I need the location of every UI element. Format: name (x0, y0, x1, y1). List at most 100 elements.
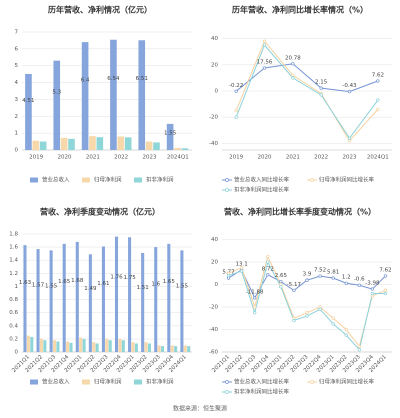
line-point (266, 273, 270, 277)
bar (108, 340, 112, 352)
line-series (235, 40, 379, 142)
bar (68, 138, 75, 150)
data-label: 7.62 (372, 73, 384, 79)
y-tick-label: 6 (15, 46, 19, 52)
bar (118, 338, 122, 352)
line-point (226, 273, 231, 278)
bar (170, 345, 174, 352)
bar (187, 346, 191, 352)
bar (121, 340, 125, 352)
legend-swatch (225, 178, 229, 182)
data-label: 1.65 (163, 279, 176, 285)
data-label: 7.62 (379, 268, 391, 274)
line-point (376, 79, 380, 83)
data-label: 1.2 (342, 275, 351, 281)
line-point (331, 322, 335, 326)
x-tick-label: 2021 (86, 155, 100, 161)
x-tick-label: 2023 (143, 155, 157, 161)
bar (25, 73, 32, 150)
line-point (347, 136, 352, 140)
y-tick-label: 20 (211, 62, 218, 68)
bar (110, 39, 117, 150)
bar (36, 249, 40, 352)
line-point (370, 287, 375, 291)
line-point (344, 327, 348, 332)
bar (56, 341, 60, 352)
line-point (279, 279, 283, 284)
legend-label: 归母净利润 (94, 176, 122, 184)
line-point (262, 43, 267, 47)
data-label: 1.68 (71, 278, 84, 284)
y-tick-label: 1.2 (9, 271, 18, 277)
legend-swatch (82, 379, 90, 385)
data-label: 17.56 (257, 59, 273, 65)
line-point (239, 269, 244, 273)
data-label: 6.54 (107, 76, 120, 82)
bar (66, 341, 70, 352)
line-point (318, 307, 322, 311)
data-label: 5.81 (327, 270, 339, 276)
x-tick-label: 2019 (229, 155, 243, 161)
line-series (235, 63, 379, 93)
line-point (291, 73, 295, 77)
bar (183, 345, 187, 352)
line-point (370, 291, 375, 296)
bar (174, 346, 178, 352)
line-point (383, 291, 388, 296)
footer: 数据来源：恒生聚源 (173, 405, 227, 413)
line-point (262, 39, 267, 43)
y-tick-label: 0.8 (9, 297, 18, 303)
bar (181, 148, 189, 150)
bar (82, 338, 86, 352)
y-tick-label: 5 (15, 63, 19, 69)
bar (147, 343, 151, 352)
data-label: 20.78 (285, 55, 301, 61)
bar (92, 342, 96, 352)
legend-label: 归母净利润同比增长率 (319, 378, 375, 386)
data-label: -5.17 (287, 282, 302, 288)
bar (166, 123, 174, 150)
x-tick-label: 2024Q1 (367, 155, 389, 161)
data-label: 2.65 (275, 273, 288, 279)
bar (154, 247, 158, 352)
data-label: 1.55 (176, 283, 189, 289)
line-point (234, 115, 238, 119)
data-label: 1.55 (45, 283, 58, 289)
line-point (331, 316, 335, 320)
y-tick-label: -40 (209, 327, 218, 333)
bar (23, 245, 27, 352)
data-label: 2.15 (315, 80, 328, 86)
bar (62, 243, 66, 352)
line-point (319, 93, 323, 97)
bar (138, 40, 146, 151)
bar (117, 136, 125, 150)
y-tick-label: 0.4 (9, 323, 18, 329)
bar (180, 250, 184, 352)
line-point (383, 274, 388, 278)
chart-title: 历年营收、净利同比增长率情况（%） (232, 5, 368, 15)
bar (89, 136, 96, 150)
line-point (319, 86, 323, 90)
bar (174, 147, 181, 150)
data-label: -0.6 (354, 277, 365, 283)
bar (26, 335, 30, 352)
line-point (239, 266, 244, 270)
bar (145, 141, 153, 150)
data-label: 5.3 (52, 89, 61, 95)
bar (81, 42, 89, 150)
line-point (357, 348, 361, 352)
x-tick-label: 2022 (114, 155, 128, 161)
chart-title: 营收、净利同比增长率季度变动情况（%） (224, 207, 376, 217)
bar (53, 60, 61, 150)
line-point (279, 285, 283, 289)
legend-swatch (30, 379, 38, 385)
line-series (235, 44, 379, 140)
y-tick-label: 0.6 (9, 310, 18, 316)
data-label: 3.9 (303, 272, 312, 278)
bar (95, 343, 99, 352)
x-tick-label: 2020 (58, 155, 72, 161)
y-tick-label: 40 (211, 237, 218, 243)
legend-label: 扣非净利润同比增长率 (234, 388, 290, 396)
line-point (234, 109, 238, 113)
bar (131, 342, 135, 352)
